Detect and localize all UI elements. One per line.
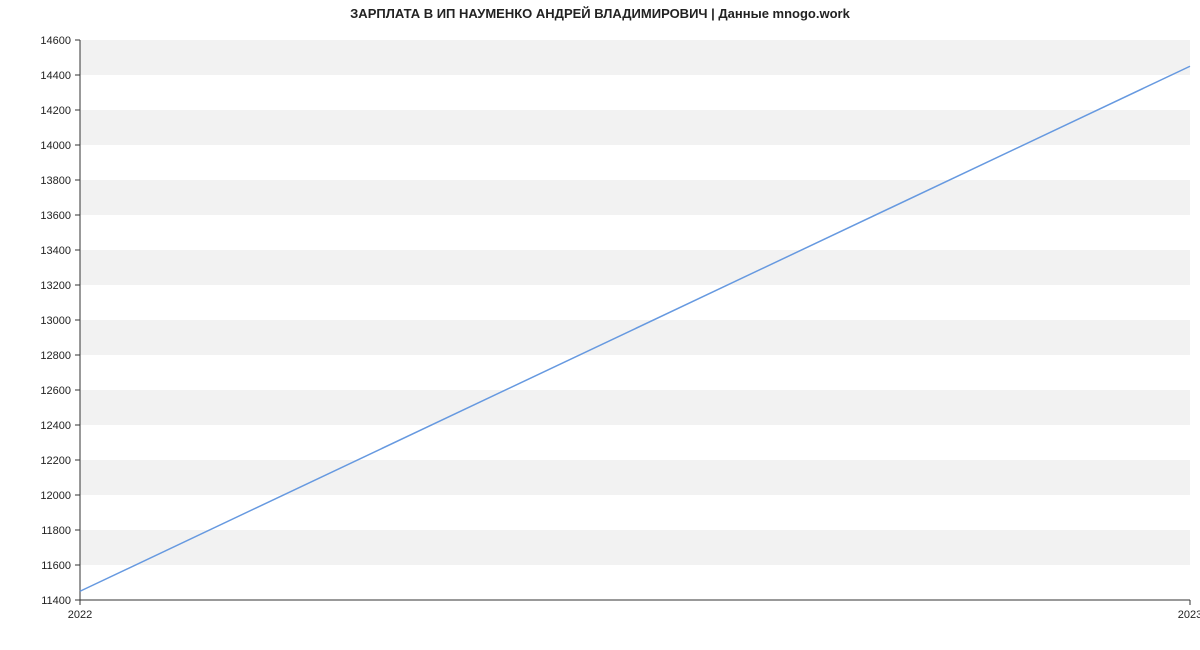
svg-text:13800: 13800 <box>40 175 71 187</box>
chart-title: ЗАРПЛАТА В ИП НАУМЕНКО АНДРЕЙ ВЛАДИМИРОВ… <box>0 6 1200 21</box>
svg-text:11600: 11600 <box>41 560 71 572</box>
svg-text:14400: 14400 <box>40 70 71 82</box>
svg-text:13000: 13000 <box>40 315 71 327</box>
svg-text:12600: 12600 <box>40 385 71 397</box>
svg-text:13400: 13400 <box>40 245 71 257</box>
svg-text:12800: 12800 <box>40 350 71 362</box>
svg-text:13600: 13600 <box>40 210 71 222</box>
svg-text:14200: 14200 <box>40 105 71 117</box>
salary-line-chart: ЗАРПЛАТА В ИП НАУМЕНКО АНДРЕЙ ВЛАДИМИРОВ… <box>0 0 1200 650</box>
chart-svg: 11400 11600 11800 12000 12200 12400 12600 12800… <box>0 0 1200 650</box>
svg-text:2023: 2023 <box>1178 609 1200 621</box>
svg-text:12400: 12400 <box>40 420 71 432</box>
svg-text:12200: 12200 <box>40 455 71 467</box>
svg-text:11400: 11400 <box>41 595 71 607</box>
svg-text:14000: 14000 <box>40 140 71 152</box>
svg-text:2022: 2022 <box>68 609 92 621</box>
svg-text:14600: 14600 <box>40 35 71 47</box>
svg-text:12000: 12000 <box>40 490 71 502</box>
svg-text:11800: 11800 <box>41 525 71 537</box>
svg-text:13200: 13200 <box>40 280 71 292</box>
